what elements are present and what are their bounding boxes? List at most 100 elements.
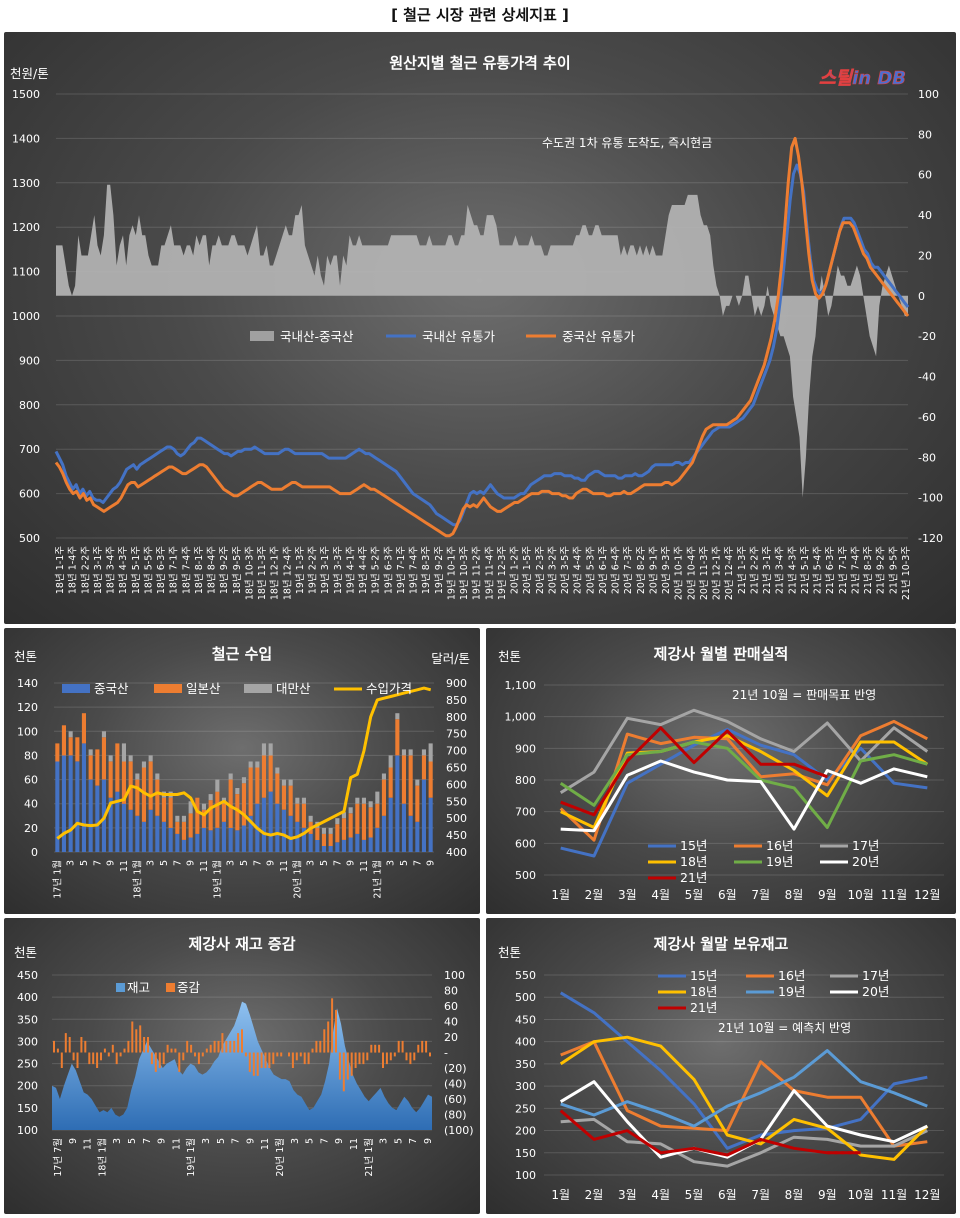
y-tick-label: 450 (446, 829, 467, 842)
x-tick-label: 7월 (751, 888, 770, 902)
y-tick-label: (80) (444, 1109, 467, 1122)
bar-china (108, 797, 113, 852)
bar-change (107, 1052, 110, 1057)
bar-taiwan (401, 749, 406, 756)
x-tick-label: 3 (146, 860, 157, 866)
bar-change (60, 1052, 63, 1068)
series-line-19년 (560, 1049, 928, 1128)
x-tick-label: 5 (399, 860, 410, 866)
bar-change (291, 1052, 294, 1068)
x-tick-label: 5 (79, 860, 90, 866)
bar-china (81, 743, 86, 852)
bar-japan (401, 755, 406, 804)
steelin-db-logo: 스틸in DB (819, 68, 906, 89)
bar-china (55, 761, 60, 852)
y-tick-label: 80 (24, 749, 38, 762)
bar-japan (355, 803, 360, 834)
bar-japan (121, 761, 126, 804)
bar-taiwan (421, 749, 426, 756)
bar-change (182, 1052, 185, 1061)
bar-china (128, 809, 133, 853)
bar-change (260, 1052, 263, 1068)
x-tick-label: 18년 6-3주 (156, 546, 167, 594)
bar-change (100, 1052, 102, 1061)
x-tick-label: 3 (306, 860, 317, 866)
sales-chart-title: 제강사 월별 판매실적 (654, 645, 789, 663)
y-tick-label: (100) (444, 1124, 474, 1137)
bar-change (233, 1040, 236, 1053)
x-tick-label: 9 (106, 860, 117, 866)
x-tick-label: 18년 9-2주 (219, 546, 230, 594)
y-tick-label: -60 (918, 411, 936, 424)
bar-change (354, 1052, 357, 1068)
import-chart-title: 철근 수입 (212, 645, 272, 663)
y-tick-label: 1,100 (505, 679, 537, 692)
series-line-21년 (560, 726, 828, 817)
bar-change (417, 1044, 420, 1053)
x-tick-label: 11 (349, 1138, 360, 1150)
bar-change (131, 1021, 134, 1053)
legend-swatch-change (166, 983, 175, 992)
x-tick-label: 20년 12-1주 (712, 546, 723, 600)
x-tick-label: 9월 (818, 1188, 837, 1202)
x-tick-label: 3 (66, 860, 77, 866)
bar-china (261, 797, 266, 852)
x-tick-label: 20년 6-4주 (611, 546, 622, 594)
x-tick-label: 18년 1월 (96, 1138, 108, 1177)
x-tick-label: 20년 10-1주 (674, 546, 685, 600)
legend-swatch-taiwan (244, 684, 272, 693)
y-tick-label: 800 (515, 774, 536, 787)
x-tick-label: 21년 4-3주 (787, 546, 798, 594)
bar-japan (61, 725, 66, 756)
bar-japan (315, 827, 320, 840)
legend-label-change: 증감 (177, 980, 201, 995)
import-chart-ylabel: 천톤 (14, 649, 37, 664)
bar-china (321, 846, 326, 852)
x-tick-label: 5 (216, 1138, 227, 1144)
legend-label-japan: 일본산 (186, 681, 221, 696)
bar-change (335, 1009, 337, 1053)
bar-change (311, 1048, 314, 1053)
legend-label-chinese: 중국산 유통가 (562, 329, 635, 344)
x-tick-label: 10월 (848, 1188, 874, 1202)
bar-china (228, 827, 233, 852)
y-tick-label: 700 (515, 806, 536, 819)
import-chart-legend: 중국산 일본산 대만산 수입가격 (62, 681, 412, 696)
x-tick-label: 18년 1월 (131, 860, 143, 899)
x-tick-label: 19년 1월 (185, 1138, 197, 1177)
bar-change (385, 1052, 388, 1065)
x-tick-label: 7 (231, 1138, 242, 1144)
x-tick-label: 7 (332, 860, 343, 866)
bar-japan (155, 779, 160, 816)
x-tick-label: 5 (239, 860, 250, 866)
bar-change (389, 1052, 392, 1061)
bar-japan (248, 767, 253, 816)
x-tick-label: 3 (112, 1138, 123, 1144)
bar-change (147, 1037, 149, 1053)
y-tick-label: 1100 (12, 266, 40, 279)
x-tick-label: 2월 (585, 1188, 604, 1202)
x-tick-label: 18년 9-5주 (232, 546, 243, 594)
x-tick-label: 18년 2-2주 (80, 546, 91, 594)
y-tick-label: 850 (446, 694, 467, 707)
y-tick-label: 40 (444, 1016, 458, 1029)
series-line-16년 (559, 719, 928, 842)
legend-swatch-japan (154, 684, 182, 693)
bar-taiwan (148, 755, 153, 762)
x-tick-label: 8월 (785, 1188, 804, 1202)
bar-change (197, 1052, 200, 1065)
x-tick-label: 21년 1월 (363, 1138, 375, 1177)
bar-china (268, 791, 273, 852)
bar-taiwan (135, 773, 140, 780)
bar-change (378, 1044, 381, 1053)
legend-label-15년: 15년 (690, 968, 717, 983)
bar-taiwan (88, 749, 93, 756)
x-tick-label: 20년 1월 (274, 1138, 286, 1177)
bar-china (428, 797, 433, 852)
y-tick-label: 700 (19, 443, 40, 456)
x-tick-label: 18년 3-4주 (106, 546, 117, 594)
y-tick-label: 140 (17, 677, 38, 690)
bar-japan (335, 824, 340, 843)
bar-taiwan (181, 815, 186, 822)
bar-taiwan (301, 797, 306, 804)
